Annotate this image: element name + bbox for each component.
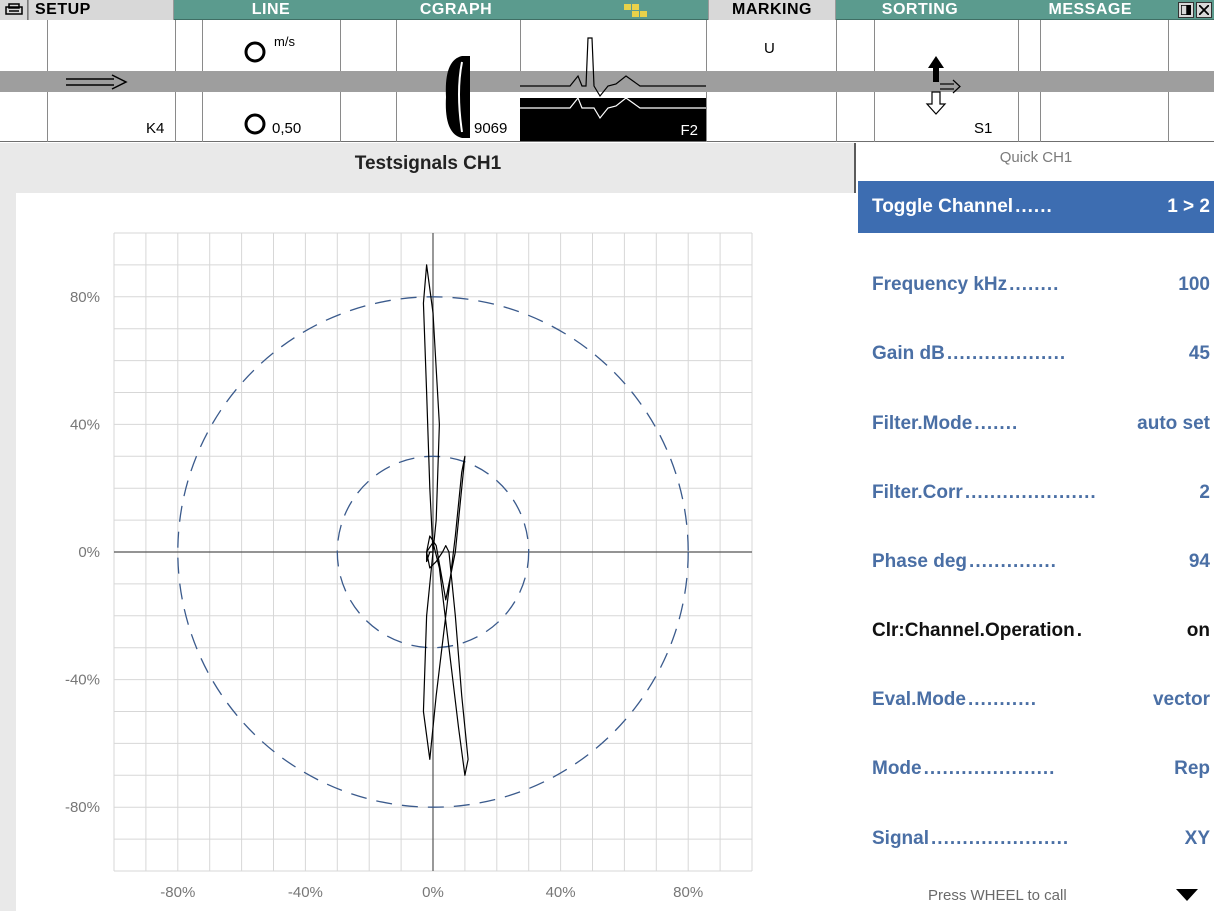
quick-item-dots: .....................: [964, 482, 1097, 503]
quick-item-label: Signal: [872, 828, 930, 849]
tab-marking[interactable]: MARKING: [708, 0, 836, 20]
quick-item-dots: ......: [1015, 196, 1053, 217]
signal-preview-icon: [520, 37, 706, 98]
y-tick-label: 40%: [70, 416, 100, 433]
quick-item-dots: ........: [1009, 274, 1060, 295]
quick-item-dots: .......: [974, 413, 1019, 434]
counter-value: 9069: [474, 120, 508, 137]
quick-item-value: 94: [1188, 551, 1210, 572]
quick-item[interactable]: Eval.Mode........... vector: [858, 674, 1214, 726]
quick-item[interactable]: Gain dB................... 45: [858, 328, 1214, 380]
xy-chart: -80% -40% 0% 40% 80% 80% 40% 0% -40% -80%: [65, 232, 753, 901]
menu-bar: SETUP LINE CGRAPH MARKING SORTING MESSAG…: [0, 0, 1214, 20]
restore-icon: [1181, 5, 1191, 15]
direction-arrow-icon: [66, 74, 128, 90]
y-tick-label: 0%: [78, 544, 100, 561]
quick-item-value: Rep: [1174, 758, 1210, 779]
quick-item[interactable]: Signal...................... XY: [858, 813, 1214, 865]
tab-message[interactable]: MESSAGE: [1048, 1, 1132, 18]
marking-label: U: [764, 40, 775, 57]
tab-cgraph[interactable]: CGRAPH: [419, 1, 493, 18]
quick-item-label: Frequency kHz: [872, 274, 1008, 295]
quick-item[interactable]: Mode..................... Rep: [858, 743, 1214, 795]
chart-panel: Testsignals CH1 -80% -40% 0% 40% 80% 80% 40% 0%…: [0, 143, 856, 911]
quick-item[interactable]: Clr:Channel.Operation. on: [858, 605, 1214, 657]
x-tick-label: -80%: [160, 884, 195, 901]
reference-circle: [177, 296, 689, 808]
sorting-arrows-icon: [925, 56, 961, 115]
close-button[interactable]: [1196, 2, 1212, 18]
quick-item-value: 2: [1199, 482, 1210, 503]
quick-item-dots: ..............: [969, 551, 1057, 572]
chart-area[interactable]: -80% -40% 0% 40% 80% 80% 40% 0% -40% -80%: [16, 193, 856, 911]
quick-item-label: Gain dB: [872, 343, 945, 364]
speed-value: 0,50: [272, 120, 302, 137]
y-tick-label: -80%: [65, 799, 100, 816]
window-controls: [1178, 2, 1212, 18]
quick-item-label: Filter.Mode: [872, 413, 973, 434]
quick-item[interactable]: Filter.Mode....... auto set: [858, 398, 1214, 450]
quick-item-value: 45: [1188, 343, 1210, 364]
sorting-label: S1: [974, 120, 993, 137]
footer-hint: Press WHEEL to call: [928, 887, 1067, 904]
tab-line[interactable]: LINE: [251, 1, 291, 18]
quick-item[interactable]: Frequency kHz........ 100: [858, 259, 1214, 311]
quick-item-dots: .....................: [923, 758, 1056, 779]
quick-item-value: auto set: [1137, 413, 1210, 434]
quick-item-label: Eval.Mode: [872, 689, 966, 710]
speed-indicator-icon: [244, 41, 266, 63]
quick-menu-title: Quick CH1: [999, 149, 1073, 166]
probe-icon: [445, 56, 470, 138]
quick-item[interactable]: Phase deg.............. 94: [858, 536, 1214, 588]
quick-item-dots: ......................: [931, 828, 1070, 849]
quick-item-value: XY: [1184, 828, 1210, 849]
filter-display: F2: [520, 98, 706, 141]
printer-icon: [5, 3, 23, 15]
quick-item-label: Mode: [872, 758, 922, 779]
x-tick-label: 80%: [673, 884, 703, 901]
speed-unit: m/s: [274, 34, 295, 49]
reference-circle: [336, 455, 530, 649]
x-tick-label: 40%: [546, 884, 576, 901]
signal-trace: [422, 264, 469, 776]
quick-item-dots: ...........: [967, 689, 1038, 710]
quick-item-label: Toggle Channel: [872, 196, 1014, 217]
close-icon: [1199, 5, 1209, 15]
quick-item-label: Filter.Corr: [872, 482, 963, 503]
filter-label: F2: [680, 122, 698, 139]
quick-menu: Quick CH1 Toggle Channel...... 1 > 2 Frequ…: [858, 143, 1214, 911]
x-tick-label: 0%: [422, 884, 444, 901]
y-tick-label: -40%: [65, 672, 100, 689]
quick-item-value: on: [1186, 620, 1210, 641]
quick-item-dots: ...................: [946, 343, 1067, 364]
line-band: [0, 71, 1214, 92]
quick-item-label: Clr:Channel.Operation: [872, 620, 1075, 641]
quick-item-label: Phase deg: [872, 551, 968, 572]
quick-item[interactable]: Filter.Corr..................... 2: [858, 467, 1214, 519]
quick-menu-footer: Press WHEEL to call: [858, 877, 1214, 911]
channel-label: K4: [146, 120, 165, 137]
quick-item[interactable]: Toggle Channel...... 1 > 2: [858, 181, 1214, 233]
quick-item-dots: .: [1076, 620, 1083, 641]
x-tick-label: -40%: [288, 884, 323, 901]
status-indicator-icon: [624, 4, 650, 17]
chart-title: Testsignals CH1: [354, 153, 502, 174]
y-tick-label: 80%: [70, 289, 100, 306]
print-button[interactable]: [0, 0, 28, 20]
speed-indicator-icon: [244, 113, 266, 135]
quick-item-value: 100: [1178, 274, 1210, 295]
restore-button[interactable]: [1178, 2, 1194, 18]
quick-item-value: vector: [1152, 689, 1210, 710]
tab-sorting[interactable]: SORTING: [881, 1, 959, 18]
tab-setup[interactable]: SETUP: [28, 0, 174, 20]
scroll-down-icon[interactable]: [1176, 889, 1198, 901]
status-strip: K4 m/s 0,50 9069 F2 U: [0, 20, 1214, 142]
quick-item-value: 1 > 2: [1167, 196, 1210, 217]
